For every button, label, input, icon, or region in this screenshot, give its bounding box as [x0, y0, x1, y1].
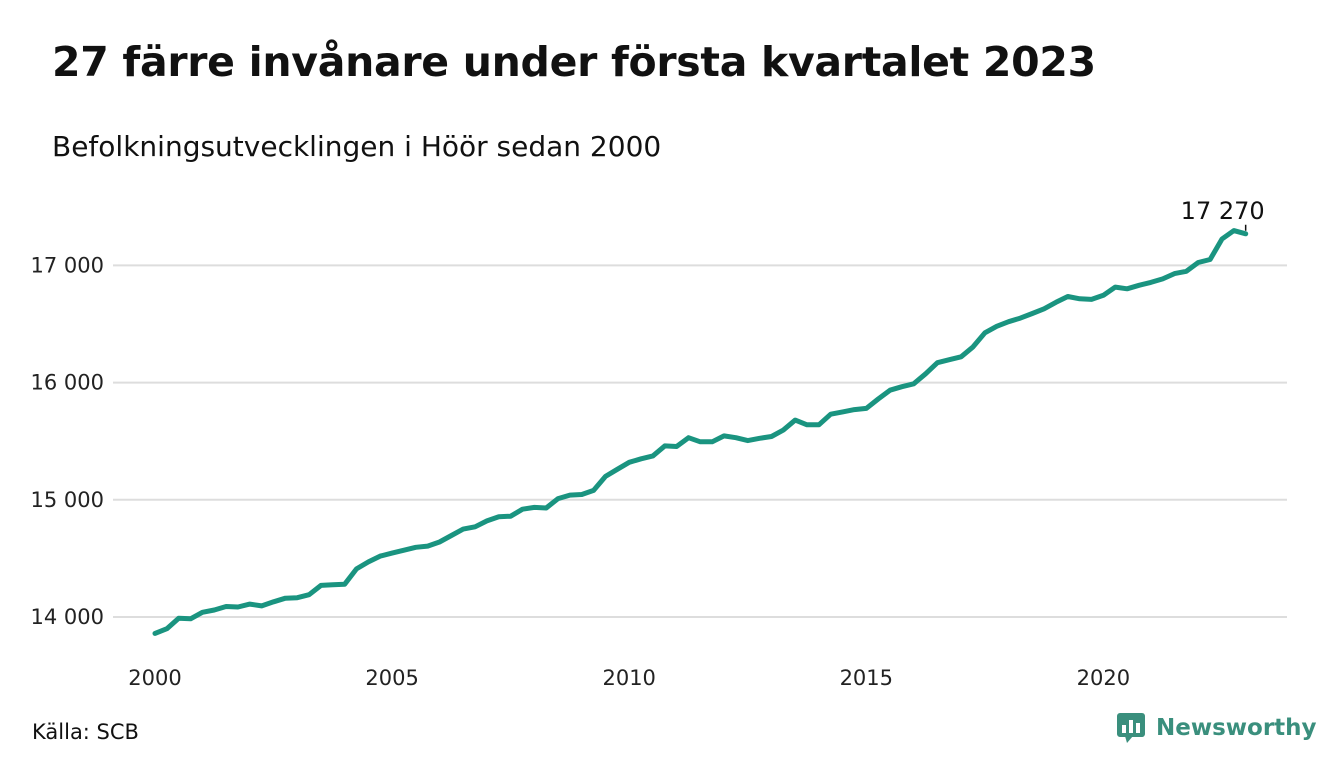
x-tick-label: 2020 [1077, 666, 1130, 690]
last-value-label: 17 270 [1181, 197, 1265, 225]
series-layer [152, 228, 1249, 636]
brand-logo: Newsworthy [1116, 712, 1317, 744]
y-axis-tick-labels: 14 000 15 000 16 000 17 000 [31, 253, 104, 629]
y-tick-label: 14 000 [31, 605, 104, 629]
x-tick-label: 2010 [602, 666, 655, 690]
x-tick-label: 2015 [840, 666, 893, 690]
gridlines [113, 264, 1287, 618]
chart-title: 27 färre invånare under första kvartalet… [52, 38, 1096, 86]
population-line [152, 228, 1249, 636]
bar-chart-speech-icon [1117, 713, 1145, 743]
x-tick-label: 2005 [365, 666, 418, 690]
annotation-layer: 17 270 [1181, 197, 1265, 231]
x-axis-tick-labels: 2000 2005 2010 2015 2020 [128, 666, 1130, 690]
x-tick-label: 2000 [128, 666, 181, 690]
y-tick-label: 17 000 [31, 253, 104, 277]
y-tick-label: 15 000 [31, 488, 104, 512]
chart-subtitle: Befolkningsutvecklingen i Höör sedan 200… [52, 130, 662, 163]
y-tick-label: 16 000 [31, 371, 104, 395]
source-note: Källa: SCB [32, 720, 139, 744]
brand-name: Newsworthy [1156, 715, 1317, 741]
